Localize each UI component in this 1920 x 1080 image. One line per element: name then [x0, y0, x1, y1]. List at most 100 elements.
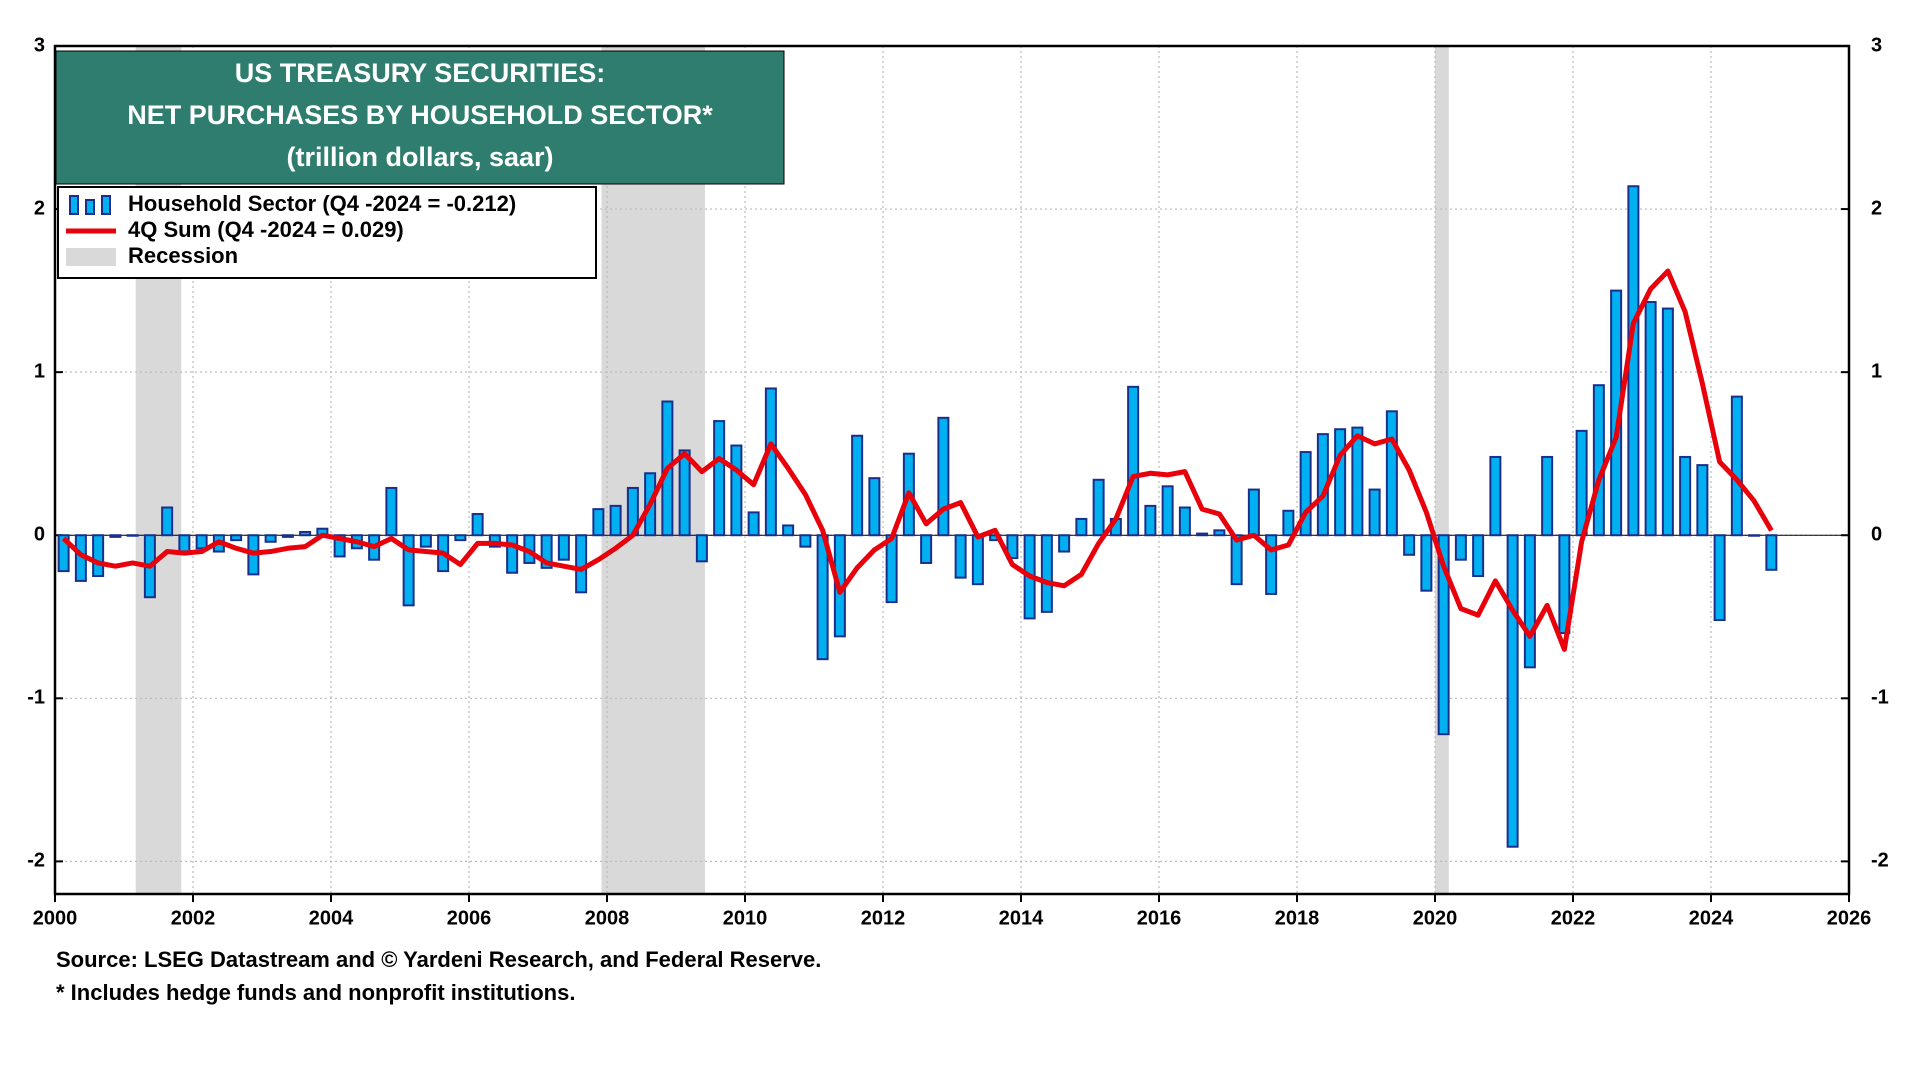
legend-box — [57, 186, 597, 279]
bar — [1730, 395, 1743, 537]
source-note: Source: LSEG Datastream and © Yardeni Re… — [56, 947, 821, 972]
x-tick-label: 2012 — [861, 907, 906, 929]
y-tick-label: 0 — [34, 524, 45, 546]
x-tick-label: 2002 — [171, 907, 216, 929]
bar — [1040, 534, 1053, 613]
bar — [126, 534, 139, 537]
bar — [1679, 455, 1692, 537]
bar — [1575, 429, 1588, 537]
title-box — [55, 50, 785, 185]
y-tick-label: 2 — [34, 197, 45, 219]
bar — [471, 513, 484, 537]
y2-tick-label: 2 — [1871, 197, 1882, 219]
bar — [1006, 534, 1019, 560]
y2-tick-label: 0 — [1871, 524, 1882, 546]
y-tick-label: -2 — [27, 850, 45, 872]
legend: Household Sector (Q4 -2024 = -0.212)4Q S… — [57, 186, 597, 279]
y-tick-label: 1 — [34, 360, 45, 382]
x-tick-label: 2004 — [309, 907, 354, 929]
bar — [385, 486, 398, 537]
bar — [713, 420, 726, 537]
bar — [1213, 529, 1226, 537]
bar — [1506, 534, 1519, 848]
bar — [764, 387, 777, 537]
bar — [333, 534, 346, 558]
bar — [1299, 451, 1312, 537]
x-tick-label: 2014 — [999, 907, 1044, 929]
bar — [1247, 488, 1260, 537]
bar — [1282, 509, 1295, 537]
bar — [747, 511, 760, 537]
bar — [1058, 534, 1071, 553]
legend-swatch — [85, 199, 95, 215]
bar — [954, 534, 967, 579]
footnote: * Includes hedge funds and nonprofit ins… — [56, 980, 575, 1005]
y2-tick-label: 3 — [1871, 34, 1882, 56]
y2-tick-label: -1 — [1871, 687, 1889, 709]
bar — [419, 534, 432, 548]
bar — [1765, 534, 1778, 571]
bar — [885, 534, 898, 604]
plot-frame — [53, 44, 1851, 896]
bar — [454, 534, 467, 542]
y-tick-label: -1 — [27, 687, 45, 709]
x-tick-label: 2010 — [723, 907, 768, 929]
bar — [1075, 517, 1088, 537]
x-tick-label: 2000 — [33, 907, 78, 929]
y2-tick-label: -2 — [1871, 850, 1889, 872]
bar — [1644, 301, 1657, 537]
bar — [1472, 534, 1485, 578]
bar — [1092, 478, 1105, 537]
bar — [868, 477, 881, 537]
bar — [1351, 426, 1364, 537]
x-tick-label: 2020 — [1413, 907, 1458, 929]
bar — [592, 508, 605, 537]
bar — [1558, 534, 1571, 635]
legend-swatch — [66, 248, 116, 266]
bar — [92, 534, 105, 578]
chart-title: US TREASURY SECURITIES: — [235, 58, 606, 88]
bar — [1265, 534, 1278, 595]
bar — [1454, 534, 1467, 561]
y-tick-label: 3 — [34, 34, 45, 56]
bar — [1592, 384, 1605, 537]
bar — [299, 530, 312, 537]
bar — [1230, 534, 1243, 586]
bar — [1385, 410, 1398, 537]
legend-swatch — [101, 195, 111, 215]
bar — [678, 449, 691, 537]
bar — [1420, 534, 1433, 592]
bar — [1178, 506, 1191, 537]
x-tick-label: 2024 — [1689, 907, 1734, 929]
x-tick-label: 2018 — [1275, 907, 1320, 929]
chart-subtitle: (trillion dollars, saar) — [286, 142, 553, 172]
bar — [920, 534, 933, 564]
chart-title: NET PURCHASES BY HOUSEHOLD SECTOR* — [127, 100, 713, 130]
bar — [609, 504, 622, 537]
bar — [575, 534, 588, 594]
bar — [540, 534, 553, 569]
bar — [799, 534, 812, 548]
bar — [782, 524, 795, 537]
bar — [230, 534, 243, 542]
bar — [971, 534, 984, 586]
bar — [1368, 488, 1381, 537]
bar — [1196, 532, 1209, 537]
bar — [1541, 455, 1554, 537]
x-tick-label: 2026 — [1827, 907, 1872, 929]
bar — [557, 534, 570, 561]
bar — [57, 534, 70, 573]
bar — [161, 506, 174, 537]
bar — [1713, 534, 1726, 622]
legend-label: 4Q Sum (Q4 -2024 = 0.029) — [128, 217, 404, 242]
bar — [1161, 485, 1174, 537]
bar — [816, 534, 829, 661]
bar — [402, 534, 415, 607]
bar — [1696, 464, 1709, 537]
bar — [1748, 534, 1761, 537]
recession-band — [1435, 46, 1449, 894]
bar — [506, 534, 519, 574]
bar — [1334, 428, 1347, 537]
x-tick-label: 2022 — [1551, 907, 1596, 929]
